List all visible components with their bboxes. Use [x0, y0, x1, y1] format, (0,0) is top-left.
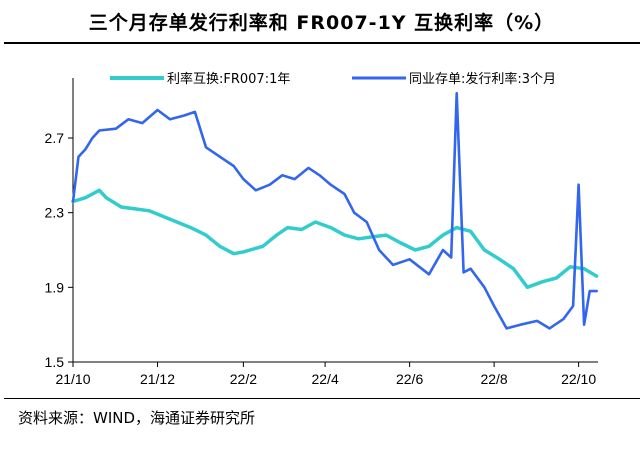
axes: 1.5 1.9 2.3 2.7 21/10 21/12 22/2 22/4 22/6 22/8 22…: [45, 78, 598, 387]
legend-label-2: 同业存单:发行利率:3个月: [409, 71, 556, 87]
x-tick-label: 22/10: [561, 371, 596, 387]
legend: 利率互换:FR007:1年 同业存单:发行利率:3个月: [110, 71, 556, 87]
y-tick-label: 1.5: [45, 354, 65, 370]
series-line-1: [71, 188, 599, 290]
x-tick-label: 22/2: [230, 371, 257, 387]
x-tick-label: 22/8: [480, 371, 507, 387]
y-tick-label: 1.9: [45, 279, 65, 295]
bottom-rule: [4, 398, 640, 399]
x-tick-label: 21/12: [140, 371, 175, 387]
y-tick-label: 2.3: [45, 205, 65, 221]
x-tick-label: 22/4: [311, 371, 338, 387]
source-note: 资料来源：WIND，海通证券研究所: [18, 409, 256, 427]
series-layer: [71, 91, 599, 330]
x-tick-label: 21/10: [55, 371, 90, 387]
series-line-2: [71, 91, 598, 330]
y-tick-label: 2.7: [45, 130, 65, 146]
x-tick-label: 22/6: [396, 371, 423, 387]
chart-title: 三个月存单发行利率和 FR007-1Y 互换利率（%）: [88, 12, 555, 34]
top-rule: [4, 42, 640, 44]
legend-label-1: 利率互换:FR007:1年: [167, 71, 290, 87]
